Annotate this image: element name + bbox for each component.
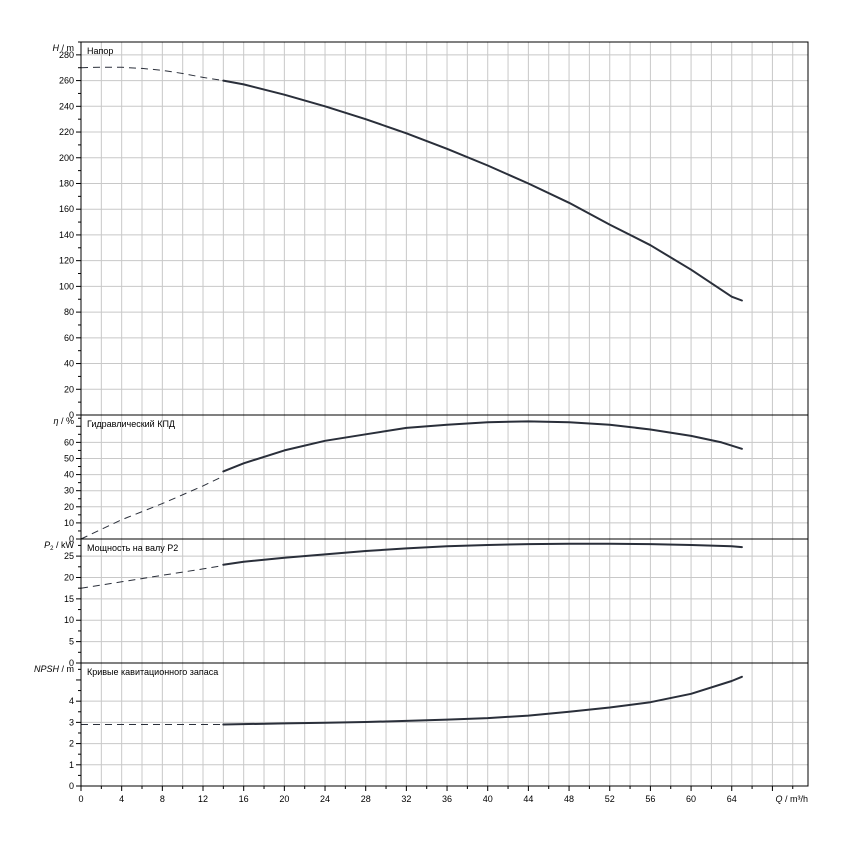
y-axis-label: H / m — [53, 43, 75, 53]
x-tick-label: 32 — [401, 794, 411, 804]
y-tick-label: 0 — [69, 410, 74, 420]
curve-dashed — [80, 475, 224, 540]
curve-dashed — [80, 565, 224, 589]
curve-dashed — [80, 66, 224, 82]
panel-title: Напор — [87, 46, 113, 56]
y-tick-label: 20 — [64, 384, 74, 394]
y-tick-label: 0 — [69, 658, 74, 668]
x-tick-label: 44 — [523, 794, 533, 804]
curve-solid — [222, 542, 743, 566]
x-axis-label: Q / m³/h — [775, 794, 808, 804]
y-tick-label: 40 — [64, 470, 74, 480]
y-tick-label: 120 — [59, 256, 74, 266]
x-tick-label: 4 — [119, 794, 124, 804]
panel-border — [80, 414, 809, 540]
curve-solid — [222, 79, 743, 302]
curve-solid — [222, 420, 743, 473]
x-tick-label: 56 — [645, 794, 655, 804]
curve-solid — [222, 675, 743, 726]
panel-border — [80, 41, 809, 416]
y-tick-label: 1 — [69, 760, 74, 770]
y-tick-label: 25 — [64, 551, 74, 561]
y-axis-label: P2 / kW — [44, 540, 74, 552]
x-tick-label: 12 — [198, 794, 208, 804]
y-tick-label: 30 — [64, 486, 74, 496]
y-tick-label: 140 — [59, 230, 74, 240]
y-tick-label: 5 — [69, 637, 74, 647]
y-tick-label: 200 — [59, 153, 74, 163]
y-tick-label: 100 — [59, 281, 74, 291]
y-tick-label: 2 — [69, 739, 74, 749]
x-tick-label: 40 — [483, 794, 493, 804]
x-tick-label: 0 — [78, 794, 83, 804]
y-tick-label: 4 — [69, 696, 74, 706]
y-tick-label: 0 — [69, 534, 74, 544]
x-tick-label: 28 — [361, 794, 371, 804]
x-tick-label: 48 — [564, 794, 574, 804]
x-tick-label: 20 — [279, 794, 289, 804]
x-tick-label: 64 — [727, 794, 737, 804]
y-tick-label: 180 — [59, 178, 74, 188]
y-tick-label: 20 — [64, 502, 74, 512]
x-tick-label: 16 — [239, 794, 249, 804]
y-tick-label: 60 — [64, 333, 74, 343]
y-tick-label: 240 — [59, 101, 74, 111]
x-tick-label: 60 — [686, 794, 696, 804]
panel-title: Мощность на валу P2 — [87, 543, 178, 553]
x-tick-label: 36 — [442, 794, 452, 804]
y-tick-label: 0 — [69, 781, 74, 791]
y-tick-label: 20 — [64, 572, 74, 582]
y-tick-label: 280 — [59, 50, 74, 60]
x-tick-label: 52 — [605, 794, 615, 804]
y-tick-label: 15 — [64, 594, 74, 604]
y-tick-label: 40 — [64, 359, 74, 369]
panel-title: Кривые кавитационного запаса — [87, 667, 218, 677]
panel-border — [80, 662, 809, 787]
y-tick-label: 160 — [59, 204, 74, 214]
y-tick-label: 3 — [69, 717, 74, 727]
y-tick-label: 80 — [64, 307, 74, 317]
y-axis-label: NPSH / m — [34, 664, 74, 674]
y-tick-label: 60 — [64, 437, 74, 447]
panel-title: Гидравлический КПД — [87, 419, 175, 429]
panel-border — [80, 538, 809, 664]
y-tick-label: 220 — [59, 127, 74, 137]
y-tick-label: 50 — [64, 453, 74, 463]
x-tick-label: 24 — [320, 794, 330, 804]
y-axis-label: η / % — [53, 416, 74, 426]
y-tick-label: 260 — [59, 76, 74, 86]
y-tick-label: 10 — [64, 518, 74, 528]
x-tick-label: 8 — [160, 794, 165, 804]
y-tick-label: 10 — [64, 615, 74, 625]
